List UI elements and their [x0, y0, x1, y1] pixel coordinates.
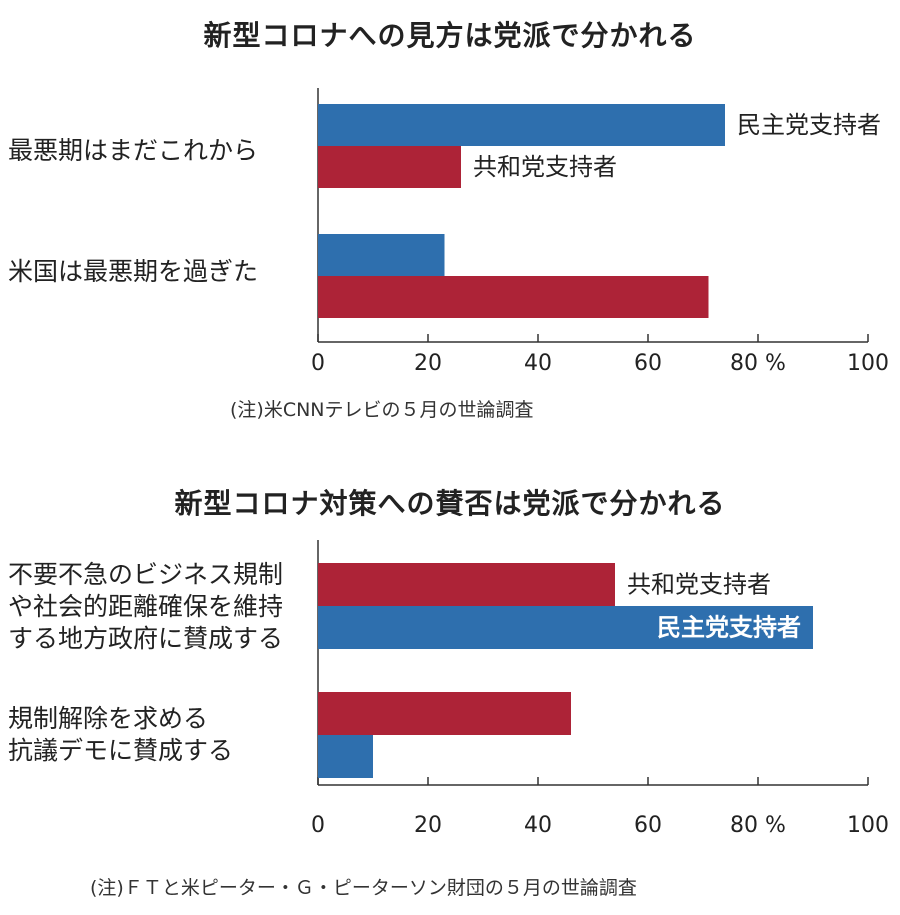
x-tick-label: 40 — [524, 813, 552, 838]
x-tick-label: 100 — [847, 351, 889, 376]
x-tick-label: 80 % — [730, 813, 786, 838]
bar — [318, 606, 813, 649]
bar — [318, 146, 461, 188]
x-tick-label: 100 — [847, 813, 889, 838]
series-label: 民主党支持者 — [737, 111, 881, 139]
bar — [318, 234, 445, 276]
series-label: 民主党支持者 — [657, 614, 801, 642]
chart-note: (注)米CNNテレビの５月の世論調査 — [230, 399, 534, 421]
x-tick-label: 80 % — [730, 351, 786, 376]
x-tick-label: 60 — [634, 813, 662, 838]
category-label: 不要不急のビジネス規制 や社会的距離確保を維持 する地方政府に賛成する — [8, 560, 284, 653]
chart-panel-2: 新型コロナ対策への賛否は党派で分かれる 不要不急のビジネス規制 や社会的距離確保… — [0, 455, 900, 915]
x-tick-label: 0 — [311, 813, 325, 838]
x-tick-label: 20 — [414, 351, 442, 376]
bar — [318, 692, 571, 735]
series-label: 共和党支持者 — [473, 153, 617, 181]
bar — [318, 735, 373, 778]
chart-panel-1: 新型コロナへの見方は党派で分かれる 最悪期はまだこれから 米国は最悪期を過ぎた … — [0, 0, 900, 455]
x-tick-label: 60 — [634, 351, 662, 376]
category-label: 米国は最悪期を過ぎた — [8, 257, 259, 286]
category-label: 規制解除を求める 抗議デモに賛成する — [8, 704, 234, 765]
series-label: 共和党支持者 — [627, 571, 771, 599]
bar — [318, 563, 615, 606]
chart-note: (注)ＦＴと米ピーター・Ｇ・ピーターソン財団の５月の世論調査 — [90, 877, 637, 899]
x-tick-label: 20 — [414, 813, 442, 838]
x-tick-label: 0 — [311, 351, 325, 376]
bar — [318, 104, 725, 146]
bar — [318, 276, 709, 318]
chart-title: 新型コロナ対策への賛否は党派で分かれる — [174, 487, 726, 520]
x-tick-label: 40 — [524, 351, 552, 376]
category-label: 最悪期はまだこれから — [8, 136, 259, 165]
chart-title: 新型コロナへの見方は党派で分かれる — [203, 19, 697, 52]
